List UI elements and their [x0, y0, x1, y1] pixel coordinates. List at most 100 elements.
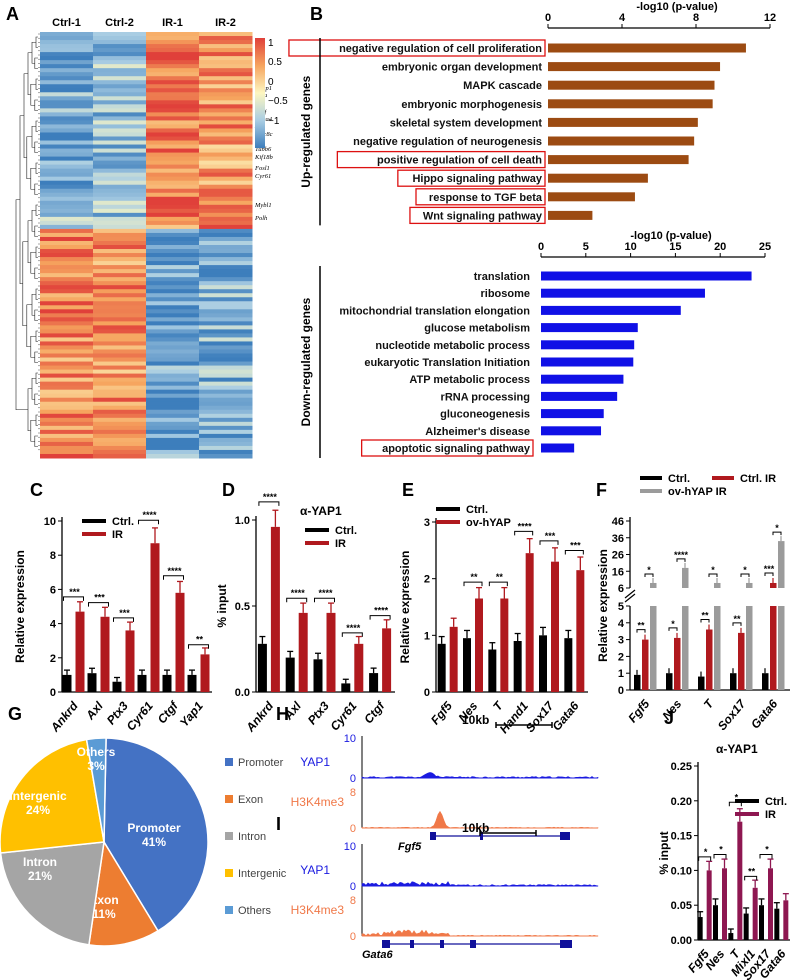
heatmap-cell: [93, 64, 147, 69]
heatmap-cell: [93, 341, 147, 346]
heatmap-cell: [93, 453, 147, 459]
panel-label-H: H: [276, 704, 289, 724]
heatmap-cell: [199, 277, 253, 282]
heatmap-cell: [146, 321, 200, 326]
heatmap-cell: [93, 116, 147, 121]
heatmap-cell: [40, 108, 94, 113]
heatmap-cell: [146, 136, 200, 142]
significance-label-top: *: [775, 523, 779, 533]
heatmap-cell: [93, 245, 147, 250]
significance-bracket: [138, 519, 159, 525]
pie-label-line: Promoter: [127, 821, 181, 835]
heatmap-cell: [146, 100, 200, 105]
h3k-signal: [361, 929, 599, 937]
heatmap-cell: [40, 433, 94, 439]
heatmap-cell: [199, 357, 253, 363]
heatmap-cell: [199, 353, 253, 359]
heatmap-cell: [199, 389, 253, 395]
bar: [666, 673, 673, 690]
heatmap-scale-tick: −0.5: [268, 96, 288, 107]
heatmap-cell: [146, 249, 200, 254]
bar: [125, 630, 135, 692]
heatmap-cell: [146, 449, 200, 455]
heatmap-cell: [146, 425, 200, 431]
x-tick-label: 10: [624, 241, 636, 253]
panel-label-I: I: [276, 814, 281, 834]
heatmap-cell: [40, 60, 94, 65]
heatmap-cell: [40, 212, 94, 218]
heatmap-cell: [146, 124, 200, 129]
bar: [576, 570, 585, 692]
legend-label: IR: [335, 538, 346, 550]
heatmap-cell: [93, 96, 147, 101]
heatmap-cell: [146, 289, 200, 294]
heatmap-cell: [199, 361, 253, 367]
y-tick-label: 3: [424, 517, 430, 529]
heatmap-cell: [146, 293, 200, 298]
bar: [541, 357, 634, 367]
heatmap-cell: [199, 349, 253, 355]
heatmap-cell: [93, 321, 147, 326]
x-tick-label: 25: [759, 241, 771, 253]
heatmap-cell: [146, 112, 200, 117]
bar: [541, 374, 624, 384]
heatmap-cell: [93, 433, 147, 439]
h3k-label: H3K4me3: [291, 795, 345, 809]
significance-bracket-top: [644, 573, 654, 577]
x-tick-label: 8: [693, 12, 699, 24]
x-tick-label: 20: [714, 241, 726, 253]
heatmap-cell: [93, 293, 147, 298]
heatmap-column-labels: Ctrl-1 Ctrl-2 IR-1 IR-2: [52, 17, 236, 29]
bar: [257, 643, 267, 692]
yap-signal: [361, 881, 599, 887]
heatmap-cell: [146, 273, 200, 278]
heatmap-cell: [40, 293, 94, 298]
significance-label: *: [735, 792, 739, 802]
heatmap-cell: [93, 281, 147, 286]
heatmap-cell: [199, 84, 253, 89]
category-label: rRNA processing: [441, 391, 530, 403]
bar-lower: [778, 606, 785, 690]
heatmap-cell: [93, 301, 147, 306]
heatmap-cell: [199, 337, 253, 342]
category-label: Wnt signaling pathway: [423, 210, 543, 222]
y-tick-label: 0.5: [235, 601, 250, 613]
significance-bracket: [341, 632, 363, 637]
heatmap-cell: [199, 132, 253, 137]
heatmap-cell: [146, 196, 200, 202]
heatmap-cell: [146, 132, 200, 137]
x-tick-label: Gata6: [549, 699, 581, 734]
bar: [752, 887, 758, 940]
track-H: 10kb 10 0 YAP1 8 0 H3K4me3 Fgf5: [291, 713, 599, 853]
heatmap-cell: [93, 325, 147, 330]
heatmap-cell: [40, 397, 94, 403]
heatmap-cell: [40, 349, 94, 355]
heatmap-cell: [146, 353, 200, 359]
heatmap-cell: [146, 116, 200, 121]
legend-swatch: [225, 906, 233, 914]
heatmap-cell: [199, 345, 253, 350]
heatmap-cell: [199, 232, 253, 238]
gene-exon: [440, 940, 444, 948]
heatmap-cell: [93, 369, 147, 375]
heatmap-cell: [199, 48, 253, 53]
heatmap-cell: [199, 196, 253, 202]
legend-label: IR: [765, 809, 776, 821]
heatmap-cell: [40, 361, 94, 367]
heatmap-cell: [146, 305, 200, 310]
bar: [551, 561, 559, 692]
heatmap-cell: [146, 232, 200, 238]
scale-label: 10kb: [462, 821, 489, 835]
heatmap-cell: [199, 425, 253, 431]
bar: [548, 62, 721, 72]
heatmap-cell: [146, 309, 200, 314]
heatmap-cell: [146, 88, 200, 93]
bar: [548, 99, 713, 109]
bar: [774, 908, 780, 940]
heatmap-cell: [93, 289, 147, 294]
heatmap-cell: [93, 413, 147, 419]
bar: [564, 638, 573, 692]
heatmap-cell: [146, 345, 200, 350]
heatmap-cell: [199, 417, 253, 423]
significance-bracket: [188, 644, 209, 649]
